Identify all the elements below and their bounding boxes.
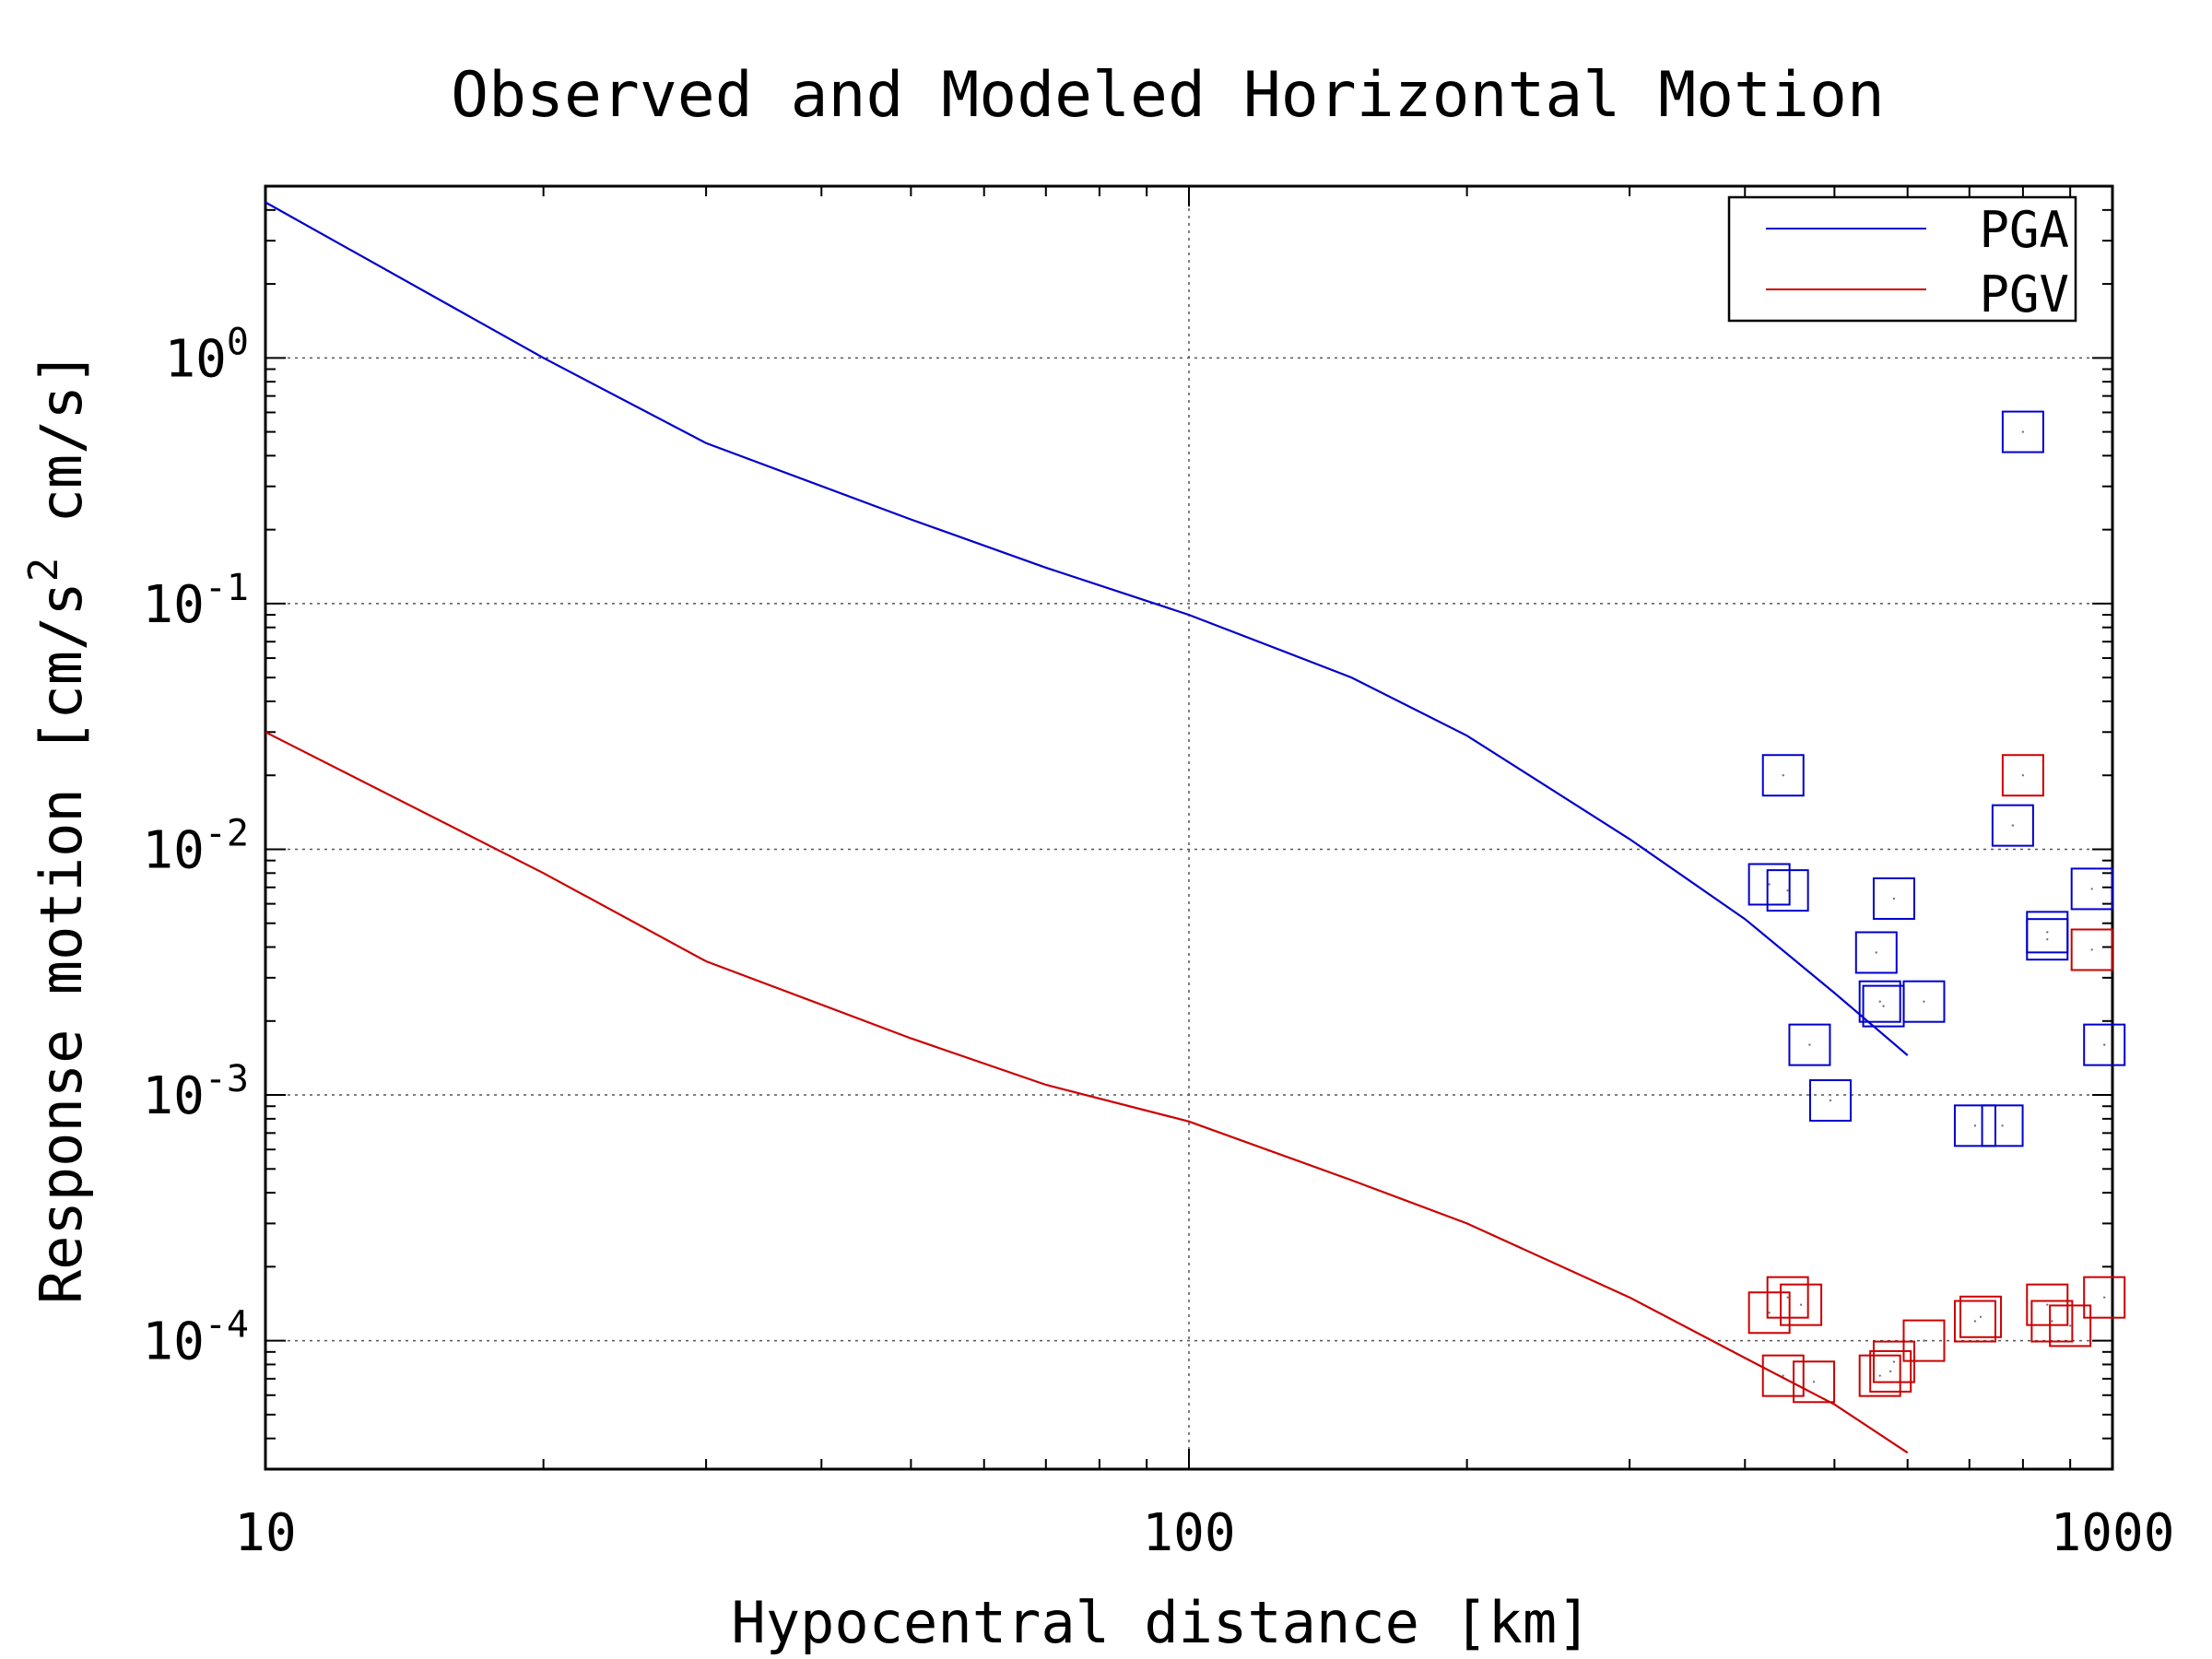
legend-box (1727, 195, 2077, 323)
x-tick-label: 1000 (2051, 1503, 2175, 1563)
data-point-center-pgv (1768, 1312, 1771, 1314)
data-point-pga (1872, 877, 1915, 920)
y-tick-label: 10-3 (142, 1058, 249, 1126)
y-axis-label-tail: cm/s] (28, 351, 95, 558)
y-axis-label: Response motion [cm/s2 cm/s] (20, 351, 95, 1304)
data-point-pgv (2001, 754, 2044, 797)
chart-title: Observed and Modeled Horizontal Motion (451, 59, 1885, 132)
x-axis-label: Hypocentral distance [km] (731, 1589, 1591, 1656)
data-point-pgv (1761, 1354, 1805, 1397)
y-axis-label-exponent: 2 (20, 558, 67, 582)
data-point-center-pga (2021, 430, 2025, 433)
series-line-pga (265, 201, 1909, 1056)
data-point-center-pga (1768, 883, 1771, 886)
data-point-pgv (1766, 1276, 1809, 1319)
data-point-pga (2070, 867, 2113, 911)
x-tick-label: 10 (234, 1503, 296, 1563)
data-point-center-pga (2011, 824, 2015, 827)
data-point-center-pgv (1782, 1374, 1784, 1377)
data-point-center-pgv (1923, 1339, 1925, 1342)
legend-label-pga: PGA (1979, 201, 2069, 259)
data-point-center-pga (1808, 1043, 1811, 1046)
data-point-pga (1953, 1104, 1996, 1147)
data-point-pgv (1953, 1300, 1996, 1343)
data-point-pgv (1747, 1291, 1791, 1335)
axis-ticks (265, 185, 2112, 1470)
data-point-pgv (2049, 1304, 2092, 1347)
data-point-pga (2001, 410, 2044, 453)
data-point-pga (1808, 1078, 1852, 1122)
data-point-pgv (1959, 1295, 2003, 1338)
y-tick-label: 10-4 (142, 1304, 249, 1372)
data-point-pga (1902, 980, 1946, 1023)
y-tick-label: 100 (164, 321, 249, 389)
data-point-center-pga (1882, 1005, 1885, 1007)
data-point-center-pgv (1786, 1296, 1789, 1299)
data-point-center-pga (1973, 1124, 1977, 1127)
y-tick-label: 10-1 (142, 567, 249, 635)
data-point-pga (1761, 754, 1805, 797)
data-point-center-pgv (2046, 1303, 2049, 1306)
data-point-pga (2026, 918, 2069, 961)
data-point-center-pgv (1888, 1370, 1892, 1373)
data-point-center-pgv (1812, 1381, 1816, 1383)
data-point-pgv (2083, 1276, 2126, 1319)
data-point-center-pga (1875, 951, 1877, 954)
series (265, 201, 2126, 1454)
data-point-pga (1747, 863, 1791, 906)
data-point-center-pgv (1979, 1315, 1983, 1318)
data-point-center-pgv (2068, 1324, 2072, 1327)
data-point-pga (1766, 869, 1809, 912)
data-point-center-pgv (2021, 774, 2025, 777)
data-point-center-pgv (2051, 1320, 2053, 1323)
data-point-center-pgv (1878, 1374, 1881, 1377)
grid (265, 186, 2112, 1469)
data-point-center-pgv (2103, 1296, 2106, 1299)
series-line-pgv (265, 731, 1909, 1454)
data-point-center-pga (1786, 888, 1789, 892)
data-point-pgv (2030, 1300, 2074, 1343)
x-tick-label: 100 (1142, 1503, 1235, 1563)
data-point-pga (1854, 931, 1898, 974)
x-tick-labels: 10 100 1000 (234, 1503, 2174, 1563)
data-point-pga (1788, 1023, 1831, 1066)
data-point-pgv (1869, 1349, 1912, 1393)
y-tick-label: 10-2 (142, 812, 249, 880)
data-point-center-pgv (1892, 1360, 1896, 1363)
data-point-center-pga (2103, 1043, 2106, 1046)
data-point-pgv (1780, 1283, 1823, 1326)
y-tick-labels: 100 10-1 10-2 10-3 10-4 (142, 321, 249, 1371)
y-axis-label-main: Response motion [cm/s (28, 582, 95, 1304)
data-point-center-pga (1923, 1000, 1925, 1003)
data-point-pgv (1793, 1360, 1836, 1404)
data-point-center-pgv (2090, 948, 2093, 951)
data-point-pgv (1902, 1319, 1946, 1362)
data-point-pga (1858, 980, 1901, 1023)
data-point-pga (2083, 1023, 2126, 1066)
legend-label-pgv: PGV (1979, 265, 2069, 324)
data-point-pgv (2070, 928, 2113, 971)
data-point-center-pgv (1973, 1320, 1977, 1323)
legend: PGA PGV (1727, 195, 2077, 324)
data-point-center-pga (1782, 774, 1784, 777)
data-point-pga (1981, 1104, 2024, 1147)
data-point-center-pga (1878, 1000, 1881, 1003)
data-point-center-pga (2090, 888, 2093, 890)
data-point-center-pga (1892, 897, 1896, 900)
data-point-center-pga (2046, 937, 2049, 941)
data-point-pga (1991, 804, 2034, 847)
data-point-center-pga (1829, 1099, 1832, 1102)
data-point-center-pga (2046, 931, 2049, 934)
data-point-center-pgv (1799, 1303, 1803, 1306)
data-point-center-pga (2001, 1124, 2004, 1127)
data-point-pgv (1858, 1354, 1901, 1397)
